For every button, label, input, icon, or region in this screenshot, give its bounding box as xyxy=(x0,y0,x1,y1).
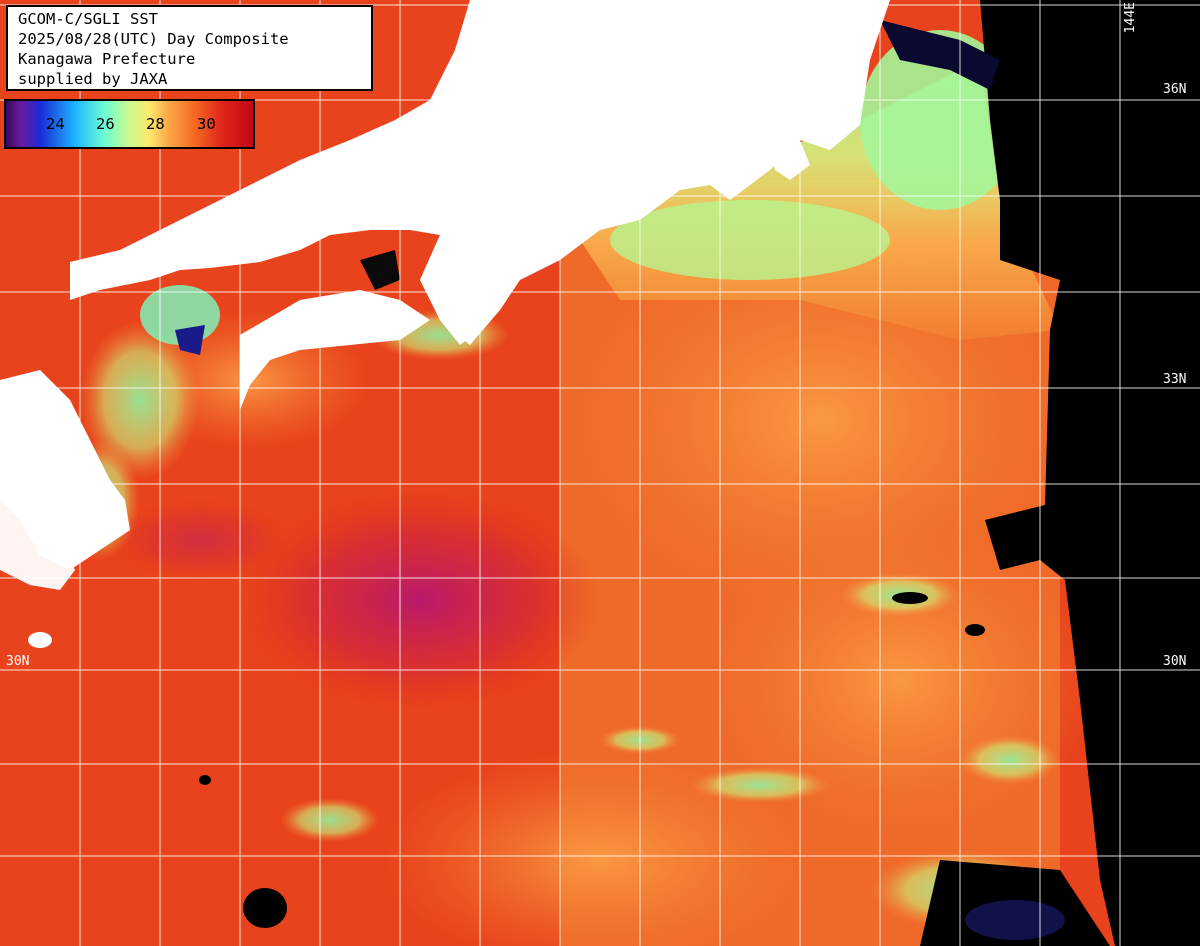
color-scale-tick: 30 xyxy=(197,115,216,133)
no-data-region xyxy=(965,624,985,636)
map-title-box: GCOM-C/SGLI SST 2025/08/28(UTC) Day Comp… xyxy=(6,5,373,91)
land-island xyxy=(480,152,500,188)
no-data-region xyxy=(980,0,1200,946)
coastal-shading xyxy=(175,325,205,355)
lat-label-33n: 33N xyxy=(1163,372,1187,387)
land-shikoku xyxy=(240,290,430,410)
land-honshu-top xyxy=(420,0,890,345)
lon-label-144e: 144E xyxy=(1123,2,1138,34)
no-data-region xyxy=(965,900,1065,940)
no-data-region xyxy=(199,775,211,785)
lat-label-36n: 36N xyxy=(1163,82,1187,97)
color-scale-tick: 28 xyxy=(146,115,165,133)
coastal-shading xyxy=(360,250,400,290)
cool-patch xyxy=(960,735,1060,785)
cool-patch xyxy=(80,320,200,480)
no-data-region xyxy=(892,592,928,604)
color-scale-tick: 24 xyxy=(46,115,65,133)
land-island xyxy=(28,632,52,648)
title-line-3: Kanagawa Prefecture xyxy=(18,50,196,68)
lat-label-30n-left: 30N xyxy=(6,654,30,669)
title-line-2: 2025/08/28(UTC) Day Composite xyxy=(18,30,289,48)
ocean-patch xyxy=(610,200,890,280)
ocean-patch xyxy=(380,750,820,946)
lon-label-136e: 136E xyxy=(482,2,497,34)
cool-patch xyxy=(690,767,830,803)
land-kii xyxy=(520,205,570,245)
lat-label-30n-right: 30N xyxy=(1163,654,1187,669)
sst-color-scale: 24 26 28 30 xyxy=(4,99,255,149)
no-data-region xyxy=(243,888,287,928)
land-kyushu-south xyxy=(0,500,75,590)
cool-patch xyxy=(280,798,380,842)
title-line-1: GCOM-C/SGLI SST xyxy=(18,10,158,28)
ocean-hotspot xyxy=(110,500,290,580)
no-data-region xyxy=(880,20,1000,90)
color-scale-tick: 26 xyxy=(96,115,115,133)
ocean-hotspot xyxy=(240,490,600,710)
title-line-4: supplied by JAXA xyxy=(18,70,168,88)
